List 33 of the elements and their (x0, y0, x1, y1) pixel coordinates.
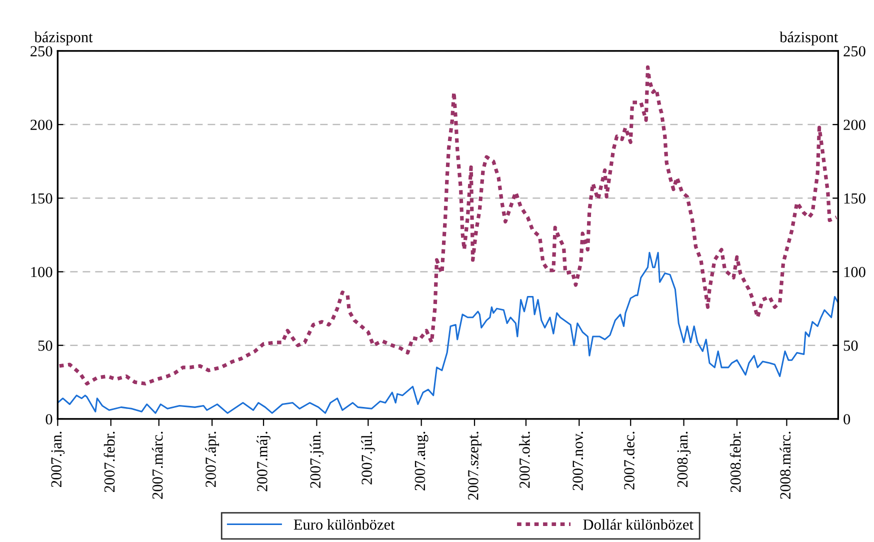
x-tick-label: 2008.febr. (730, 432, 741, 492)
x-tick-label: 2007.szept. (468, 432, 482, 500)
y-tick-label: 250 (30, 46, 52, 56)
y2-tick-label: 250 (844, 46, 866, 56)
legend-label: Euro különbözet (294, 518, 395, 530)
y2-tick-label: 50 (844, 340, 858, 351)
y2-axis-title: bázispont (780, 32, 838, 46)
x-tick-label: 2007.jún. (310, 432, 324, 488)
x-tick-label: 2007.aug. (414, 432, 428, 490)
x-tick-label: 2007.ápr. (205, 432, 220, 487)
y-tick-label: 100 (31, 266, 52, 278)
x-tick-label: 2007.okt. (519, 432, 530, 488)
y2-tick-label: 100 (844, 266, 866, 278)
legend-label: Dollár különbözet (583, 518, 694, 530)
x-tick-label: 2007.dec. (624, 432, 634, 490)
x-tick-label: 2007.febr. (104, 432, 115, 492)
x-tick-label: 2007.júl. (361, 432, 376, 484)
x-tick-label: 2008.márc. (780, 432, 791, 499)
x-tick-label: 2007.jan. (51, 432, 65, 487)
x-tick-label: 2008.jan. (677, 432, 691, 487)
y-axis-title: bázispont (34, 32, 93, 46)
line-series (58, 65, 838, 386)
y-tick-label: 200 (30, 120, 52, 130)
y-tick-label: 150 (31, 193, 52, 204)
line-series (58, 252, 838, 414)
y-tick-label: 50 (38, 340, 52, 351)
x-tick-label: 2007.márc. (152, 432, 163, 499)
y2-tick-label: 150 (844, 193, 866, 204)
y-tick-label: 0 (46, 414, 52, 424)
x-tick-label: 2007.máj. (256, 432, 270, 492)
y2-tick-label: 200 (844, 120, 866, 130)
x-tick-label: 2007.nov. (572, 432, 584, 490)
y2-tick-label: 0 (844, 414, 850, 424)
